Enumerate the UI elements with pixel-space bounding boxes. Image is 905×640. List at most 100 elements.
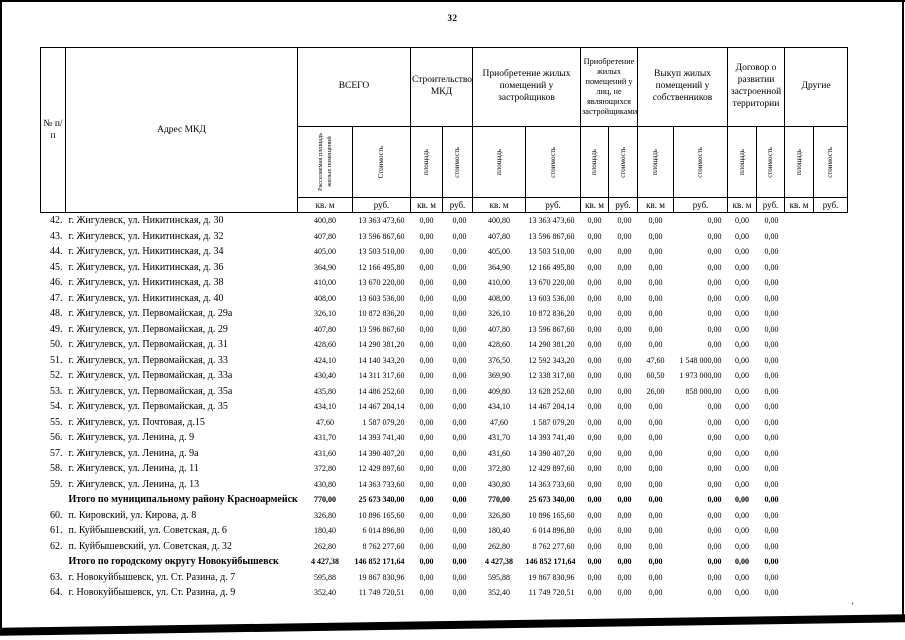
row-address: г. Жигулевск, ул. Первомайская, д. 33а [68,370,233,382]
row-number: 44. [50,246,63,258]
table-row: 48. г. Жигулевск, ул. Первомайская, д. 2… [41,306,848,322]
subheader-total-area: Расселяемая площадь жилых помещений [297,126,353,198]
row-value: 770,00 [314,495,336,505]
row-value: 0,00 [587,371,602,381]
row-value [814,213,848,229]
row-value: 364,90 [488,262,510,272]
subheader-construction-cost: стоимость [442,126,473,198]
row-value: 0,00 [452,572,467,582]
row-address: г. Жигулевск, ул. Первомайская, д. 35 [68,401,228,413]
unit-label: кв. м [637,197,674,213]
row-value: 352,40 [314,588,336,598]
row-value: 13 503 510,00 [358,247,405,257]
row-value [814,229,848,245]
row-value [785,306,814,322]
row-value: 14 467 204,14 [528,402,575,412]
row-value: 0,00 [707,278,722,288]
row-value: 400,80 [488,216,510,226]
row-value: 409,80 [488,386,510,396]
row-value [814,275,848,291]
row-value: 0,00 [617,479,632,489]
group-header-total: ВСЕГО [297,47,411,127]
header-row-number: № п/п [40,47,66,213]
table-row: 51. г. Жигулевск, ул. Первомайская, д. 3… [41,353,848,369]
row-value: 14 140 343,20 [358,355,405,365]
row-value: 0,00 [419,324,434,334]
row-value: 407,80 [314,231,336,241]
row-value [814,291,848,307]
row-value: 0,00 [648,557,663,567]
row-value: 14 363 733,60 [528,479,575,489]
row-value: 0,00 [735,386,749,396]
row-value: 431,60 [314,448,336,458]
row-value: 4 427,38 [311,557,339,567]
row-value: 364,90 [314,262,336,272]
row-value: 14 290 381,20 [358,340,405,350]
row-number: 49. [50,323,63,335]
subheader-agreement-cost: стоимость [755,126,786,198]
row-number [41,554,66,570]
row-value: 0,00 [587,216,602,226]
row-value: 0,00 [735,402,749,412]
row-value [785,585,814,601]
row-value [785,384,814,400]
row-number: 63. [50,571,63,583]
row-value: 326,10 [314,309,336,319]
row-value: 0,00 [764,541,779,551]
row-value: 8 762 277,60 [362,541,405,551]
row-value: 19 867 830,96 [358,572,405,582]
row-value: 0,00 [617,588,632,598]
row-value: 0,00 [735,541,749,551]
row-value [785,229,814,245]
row-value: 1 587 079,20 [362,417,405,427]
row-value [814,554,848,570]
row-number: 62. [50,540,63,552]
page-frame-top [0,0,905,2]
row-value: 14 390 407,20 [358,448,405,458]
subheader-buyout-area: площадь [637,126,674,198]
row-value: 0,00 [419,247,434,257]
row-value: 0,00 [617,293,632,303]
row-value: 0,00 [735,588,749,598]
row-value: 0,00 [587,417,602,427]
row-value: 0,00 [617,572,632,582]
row-value: 430,80 [488,479,510,489]
row-value: 0,00 [707,262,722,272]
row-value: 0,00 [648,247,663,257]
row-number: 43. [50,230,63,242]
row-value: 0,00 [764,247,779,257]
row-value: 14 393 741,40 [358,433,405,443]
row-value: 0,00 [648,526,663,536]
row-value: 0,00 [707,216,722,226]
row-value: 0,00 [707,433,722,443]
row-value [814,430,848,446]
row-value: 0,00 [617,262,632,272]
row-value: 0,00 [764,386,779,396]
row-value: 0,00 [735,262,749,272]
row-value: 0,00 [419,278,434,288]
row-value: 0,00 [617,340,632,350]
unit-label: кв. м [784,197,815,213]
row-value: 0,00 [587,324,602,334]
row-value: 14 486 252,60 [358,386,405,396]
row-value: 430,40 [314,371,336,381]
table-row: 58. г. Жигулевск, ул. Ленина, д. 11 372,… [41,461,848,477]
unit-label: кв. м [410,197,443,213]
row-value: 0,00 [587,557,602,567]
row-value [814,492,848,508]
row-value: 13 628 252,60 [528,386,575,396]
row-value: 0,00 [419,433,434,443]
row-value: 0,00 [617,433,632,443]
row-value: 0,00 [764,355,779,365]
row-value: 0,00 [617,402,632,412]
row-value [814,585,848,601]
row-value: 326,10 [488,309,510,319]
row-value: 0,00 [617,309,632,319]
row-value: 13 603 536,00 [528,293,575,303]
row-value: 0,00 [452,557,467,567]
row-address: п. Куйбышевский, ул. Советская, д. 32 [68,540,232,552]
row-value: 0,00 [764,324,779,334]
row-value: 0,00 [648,293,663,303]
row-value: 0,00 [764,216,779,226]
row-value: 0,00 [648,340,663,350]
